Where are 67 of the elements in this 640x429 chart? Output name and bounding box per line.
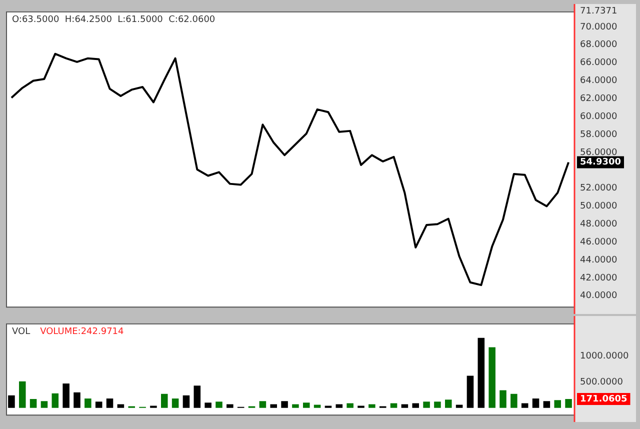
bar <box>303 402 310 408</box>
bar <box>117 404 124 408</box>
y-tick-label: 64.0000 <box>580 76 618 86</box>
bar <box>95 402 102 408</box>
y-tick-label: 68.0000 <box>580 40 618 50</box>
bar <box>521 403 528 408</box>
bar <box>52 393 59 408</box>
chart-title: VOL <box>12 327 30 338</box>
bar <box>30 399 37 408</box>
bar <box>161 394 168 408</box>
bar <box>412 403 419 408</box>
bar <box>532 398 540 408</box>
bar <box>510 394 518 408</box>
bar <box>19 381 26 408</box>
y-tick-label: 71.7371 <box>580 6 618 17</box>
bar <box>62 384 70 408</box>
bar <box>204 402 212 408</box>
y-tick-label: 1000.0000 <box>580 351 629 362</box>
bar <box>346 403 354 408</box>
bar <box>466 376 474 408</box>
bar <box>423 402 430 408</box>
annotation: VOLUME:242.9714 <box>40 327 124 338</box>
bar <box>292 404 299 408</box>
bar <box>270 404 277 408</box>
bar <box>401 404 408 408</box>
y-tick-label: 66.0000 <box>580 58 618 68</box>
y-tick-label: 60.0000 <box>580 112 618 122</box>
y-tick-label: 56.0000 <box>580 148 618 158</box>
bar <box>314 404 321 408</box>
y-tick-label: 40.0000 <box>580 291 618 302</box>
y-tick-label: 52.0000 <box>580 184 618 194</box>
y-tick-label: 42.0000 <box>580 273 618 284</box>
bar <box>488 347 496 408</box>
y-tick-label: 48.0000 <box>580 219 618 230</box>
bar <box>390 403 398 408</box>
bar <box>40 401 48 408</box>
y-tick-label: 50.0000 <box>580 202 618 212</box>
y-tick-label: 44.0000 <box>580 255 618 266</box>
bar <box>216 402 222 408</box>
text: 171.0605 <box>580 394 628 404</box>
bar <box>565 399 572 408</box>
bar <box>368 404 376 408</box>
bar <box>543 401 550 408</box>
bar <box>478 338 485 408</box>
bar <box>336 404 343 408</box>
bar <box>445 400 452 408</box>
y-tick-label: 500.0000 <box>580 377 624 388</box>
y-tick-label: 46.0000 <box>580 237 618 248</box>
bar <box>456 404 463 408</box>
bar <box>182 395 190 408</box>
bar <box>434 402 441 408</box>
bar <box>172 398 179 408</box>
y-tick-label: 58.0000 <box>580 130 618 140</box>
bar <box>500 390 506 408</box>
bar <box>84 398 92 408</box>
chart-title: O:63.5000 H:64.2500 L:61.5000 C:62.0600 <box>12 15 216 26</box>
bar <box>554 400 561 408</box>
bar <box>106 398 114 408</box>
y-tick-label: 70.0000 <box>580 22 618 32</box>
y-tick-label: 62.0000 <box>580 94 618 104</box>
bar <box>281 401 288 408</box>
text: 54.9300 <box>580 158 621 168</box>
bar <box>8 395 15 408</box>
bar <box>259 401 266 408</box>
bar <box>226 404 234 408</box>
bar <box>74 392 80 408</box>
bar <box>194 386 201 408</box>
